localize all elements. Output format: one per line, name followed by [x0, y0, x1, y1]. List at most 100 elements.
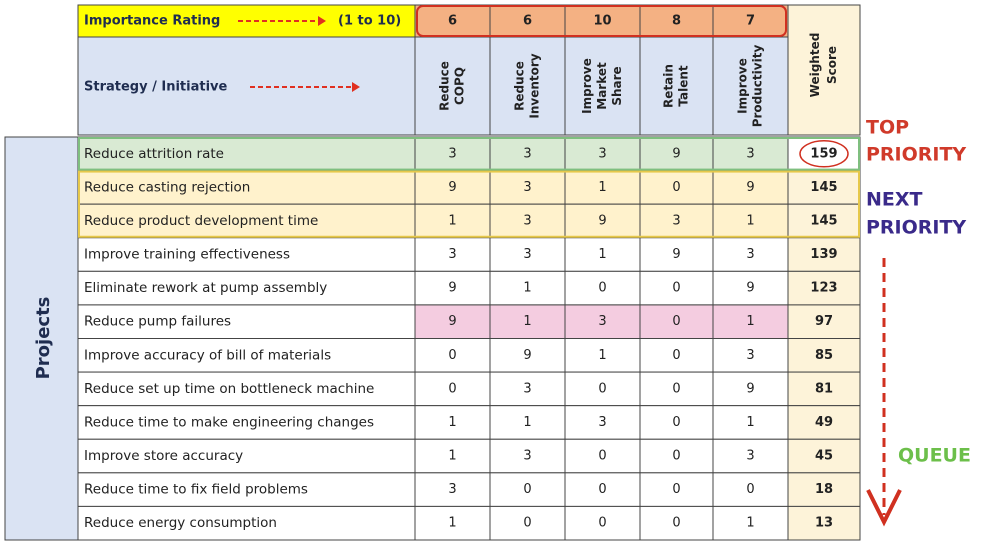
- criterion-name: Retain: [662, 64, 676, 108]
- score-value: 0: [672, 381, 680, 396]
- score-value: 1: [746, 213, 754, 228]
- criterion-name: COPQ: [453, 67, 467, 105]
- score-value: 1: [523, 281, 531, 296]
- score-cell: [489, 472, 566, 507]
- weight-cell: [639, 4, 714, 38]
- score-value: 1: [523, 415, 531, 430]
- project-name: Reduce time to make engineering changes: [84, 414, 374, 430]
- weighted-value: 49: [815, 415, 833, 430]
- project-cell: [77, 371, 416, 407]
- criterion-name: Reduce: [513, 61, 527, 111]
- score-value: 0: [672, 348, 680, 363]
- weighted-value: 159: [810, 146, 837, 161]
- project-name: Reduce attrition rate: [84, 146, 224, 162]
- weight-value: 6: [448, 14, 457, 29]
- weighted-cell: [787, 203, 861, 239]
- score-value: 0: [746, 482, 754, 497]
- score-value: 3: [448, 146, 456, 161]
- score-value: 3: [523, 449, 531, 464]
- weighted-value: 123: [810, 281, 837, 296]
- score-value: 3: [598, 314, 606, 329]
- top-highlight: [78, 137, 860, 171]
- score-cell: [489, 203, 566, 239]
- score-value: 3: [523, 146, 531, 161]
- score-cell: [564, 304, 641, 339]
- criterion-name: Improve: [580, 58, 594, 114]
- score-value: 3: [746, 146, 754, 161]
- score-value: 3: [523, 213, 531, 228]
- score-cell: [489, 438, 566, 474]
- score-value: 0: [448, 381, 456, 396]
- project-name: Improve store accuracy: [84, 448, 243, 464]
- score-cell: [639, 472, 714, 507]
- project-cell: [77, 203, 416, 239]
- score-cell: [639, 170, 714, 205]
- arrow-head: [352, 82, 360, 92]
- weighted-cell: [787, 270, 861, 306]
- score-value: 0: [448, 348, 456, 363]
- score-value: 1: [448, 516, 456, 531]
- weight-value: 10: [593, 14, 611, 29]
- score-value: 9: [448, 281, 456, 296]
- criterion-name: Share: [610, 66, 624, 105]
- score-cell: [414, 136, 491, 172]
- criterion-name: Productivity: [751, 45, 765, 128]
- score-value: 9: [672, 247, 680, 262]
- queue-label: QUEUE: [898, 445, 971, 467]
- project-name: Improve training effectiveness: [84, 247, 290, 263]
- score-value: 0: [672, 482, 680, 497]
- score-cell: [564, 405, 641, 440]
- score-value: 1: [746, 314, 754, 329]
- score-value: 1: [523, 314, 531, 329]
- side-label: Projects: [33, 297, 54, 380]
- score-value: 9: [598, 213, 606, 228]
- score-value: 9: [746, 281, 754, 296]
- next-priority: PRIORITY: [866, 217, 966, 239]
- score-cell: [712, 472, 789, 507]
- weighted-value: 45: [815, 449, 833, 464]
- weighted-value: 85: [815, 348, 833, 363]
- strategy-label: Strategy / Initiative: [84, 80, 228, 95]
- score-value: 1: [598, 180, 606, 195]
- weighted-cell: [787, 472, 861, 507]
- score-value: 0: [523, 516, 531, 531]
- project-name: Reduce product development time: [84, 213, 318, 229]
- project-name: Improve accuracy of bill of materials: [84, 347, 331, 363]
- score-value: 1: [598, 247, 606, 262]
- weight-value: 8: [672, 14, 681, 29]
- score-value: 0: [598, 516, 606, 531]
- weighted-value: 139: [810, 247, 837, 262]
- score-value: 3: [598, 415, 606, 430]
- score-value: 9: [523, 348, 531, 363]
- project-cell: [77, 472, 416, 507]
- project-cell: [77, 237, 416, 272]
- side-cell: [4, 136, 79, 541]
- score-value: 3: [523, 247, 531, 262]
- weighted-cell: [787, 438, 861, 474]
- top-circle: [799, 140, 849, 168]
- arrow-head: [318, 16, 326, 26]
- project-name: Eliminate rework at pump assembly: [84, 280, 327, 296]
- weighted-value: 13: [815, 516, 833, 531]
- score-cell: [489, 136, 566, 172]
- score-value: 0: [523, 482, 531, 497]
- score-cell: [564, 438, 641, 474]
- project-cell: [77, 304, 416, 339]
- score-value: 0: [672, 449, 680, 464]
- strategy-cell: [77, 36, 416, 136]
- weighted-cell: [787, 405, 861, 440]
- weighted-value: 18: [815, 482, 833, 497]
- project-name: Reduce casting rejection: [84, 179, 250, 195]
- weighted-cell: [787, 505, 861, 541]
- score-cell: [639, 505, 714, 541]
- score-cell: [712, 136, 789, 172]
- weight-value: 7: [746, 14, 755, 29]
- project-cell: [77, 438, 416, 474]
- weighted-cell: [787, 304, 861, 339]
- weighted-value: 145: [810, 213, 837, 228]
- score-value: 9: [448, 180, 456, 195]
- score-cell: [639, 338, 714, 373]
- score-cell: [414, 170, 491, 205]
- score-value: 9: [746, 180, 754, 195]
- score-cell: [564, 237, 641, 272]
